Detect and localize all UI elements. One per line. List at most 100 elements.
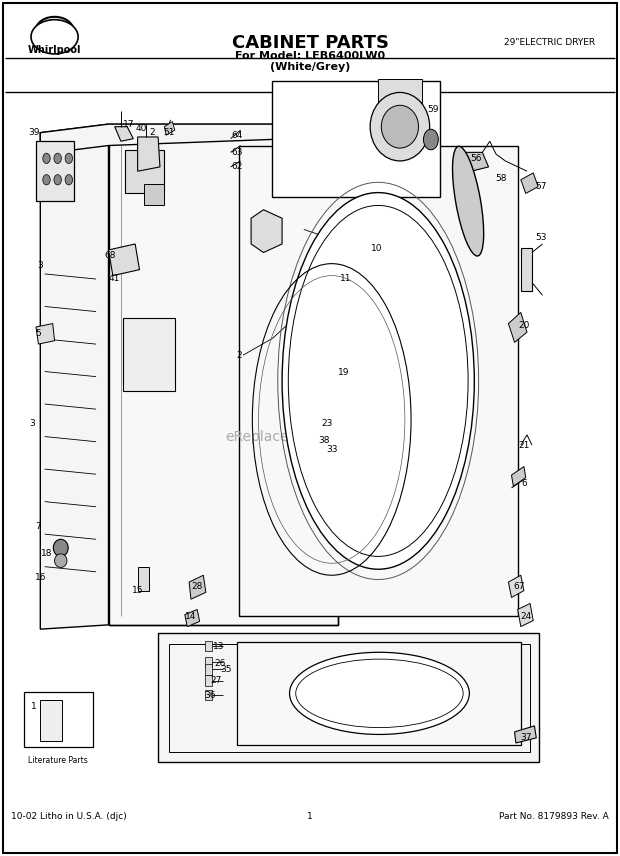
Polygon shape — [515, 726, 536, 743]
Polygon shape — [508, 575, 524, 597]
Polygon shape — [465, 152, 489, 171]
Ellipse shape — [54, 153, 61, 163]
Text: 17: 17 — [123, 120, 135, 128]
Polygon shape — [518, 603, 533, 627]
Text: 41: 41 — [109, 274, 120, 282]
Text: 3: 3 — [29, 419, 35, 428]
Text: Whirlpool: Whirlpool — [28, 45, 81, 55]
Text: 1: 1 — [307, 812, 313, 821]
Polygon shape — [164, 122, 175, 135]
Text: 33: 33 — [326, 445, 337, 454]
Polygon shape — [336, 358, 348, 387]
Text: 15: 15 — [132, 586, 143, 595]
Polygon shape — [521, 248, 532, 291]
Text: 59: 59 — [427, 105, 438, 114]
Ellipse shape — [43, 175, 50, 185]
Text: Part No. 8179893 Rev. A: Part No. 8179893 Rev. A — [499, 812, 609, 821]
Ellipse shape — [381, 105, 419, 148]
Text: 7: 7 — [35, 522, 42, 531]
Polygon shape — [189, 575, 206, 599]
Polygon shape — [144, 184, 164, 205]
Ellipse shape — [370, 92, 430, 161]
Ellipse shape — [290, 652, 469, 734]
Bar — [24, 692, 93, 747]
Text: 38: 38 — [318, 437, 329, 445]
Ellipse shape — [53, 539, 68, 556]
Polygon shape — [40, 124, 108, 629]
Text: For Model: LEB6400LW0: For Model: LEB6400LW0 — [235, 51, 385, 61]
Polygon shape — [521, 173, 538, 193]
Polygon shape — [36, 324, 55, 344]
Text: 57: 57 — [535, 182, 546, 191]
Text: 40: 40 — [136, 124, 147, 133]
Polygon shape — [138, 137, 160, 171]
Text: (White/Grey): (White/Grey) — [270, 62, 350, 72]
Polygon shape — [125, 150, 164, 193]
Text: 29"ELECTRIC DRYER: 29"ELECTRIC DRYER — [504, 39, 595, 47]
Ellipse shape — [65, 153, 73, 163]
Text: 19: 19 — [339, 368, 350, 377]
Text: 20: 20 — [518, 321, 529, 330]
Text: 28: 28 — [192, 582, 203, 591]
Polygon shape — [239, 146, 518, 616]
Polygon shape — [205, 664, 212, 675]
Ellipse shape — [282, 193, 474, 569]
Text: 14: 14 — [185, 612, 197, 621]
Text: 3: 3 — [37, 261, 43, 270]
Bar — [40, 700, 62, 741]
Polygon shape — [205, 641, 212, 651]
Text: 5: 5 — [35, 330, 42, 338]
Text: 18: 18 — [41, 550, 52, 558]
Text: eReplacementParts.com: eReplacementParts.com — [226, 430, 394, 443]
Polygon shape — [512, 467, 526, 486]
Text: 27: 27 — [210, 676, 221, 685]
Text: 13: 13 — [213, 642, 224, 651]
Bar — [378, 79, 422, 103]
Text: 1: 1 — [31, 702, 37, 710]
Ellipse shape — [31, 20, 78, 54]
Polygon shape — [36, 141, 74, 201]
Ellipse shape — [55, 554, 67, 568]
Polygon shape — [205, 690, 212, 700]
Bar — [138, 567, 149, 591]
Ellipse shape — [453, 146, 484, 256]
Polygon shape — [108, 124, 338, 625]
Text: 53: 53 — [535, 234, 546, 242]
Polygon shape — [237, 642, 521, 745]
Text: 37: 37 — [520, 734, 531, 742]
Polygon shape — [40, 124, 338, 154]
Bar — [272, 81, 440, 197]
Text: 68: 68 — [105, 251, 116, 259]
Polygon shape — [158, 633, 539, 762]
Text: 36: 36 — [204, 691, 215, 699]
Polygon shape — [115, 127, 133, 141]
Text: 6: 6 — [521, 479, 527, 488]
Text: 62: 62 — [232, 163, 243, 171]
Text: 23: 23 — [322, 419, 333, 428]
Text: Literature Parts: Literature Parts — [29, 756, 88, 764]
Polygon shape — [205, 675, 212, 686]
Polygon shape — [508, 312, 527, 342]
Polygon shape — [205, 657, 212, 667]
Ellipse shape — [54, 175, 61, 185]
Polygon shape — [108, 244, 140, 276]
Text: 64: 64 — [232, 131, 243, 140]
Text: 2: 2 — [149, 128, 155, 137]
Ellipse shape — [43, 153, 50, 163]
Ellipse shape — [423, 129, 438, 150]
Text: 67: 67 — [514, 582, 525, 591]
Polygon shape — [251, 210, 282, 253]
Text: 39: 39 — [29, 128, 40, 137]
Text: 21: 21 — [518, 441, 529, 449]
Text: 10-02 Litho in U.S.A. (djc): 10-02 Litho in U.S.A. (djc) — [11, 812, 127, 821]
Text: 2: 2 — [236, 351, 242, 360]
Text: 11: 11 — [340, 274, 352, 282]
Text: 24: 24 — [520, 612, 531, 621]
Polygon shape — [185, 609, 200, 627]
Text: 10: 10 — [371, 244, 382, 253]
Text: 16: 16 — [35, 574, 46, 582]
Bar — [123, 318, 175, 391]
Text: 56: 56 — [471, 154, 482, 163]
Text: CABINET PARTS: CABINET PARTS — [231, 33, 389, 52]
Text: 58: 58 — [495, 174, 507, 182]
